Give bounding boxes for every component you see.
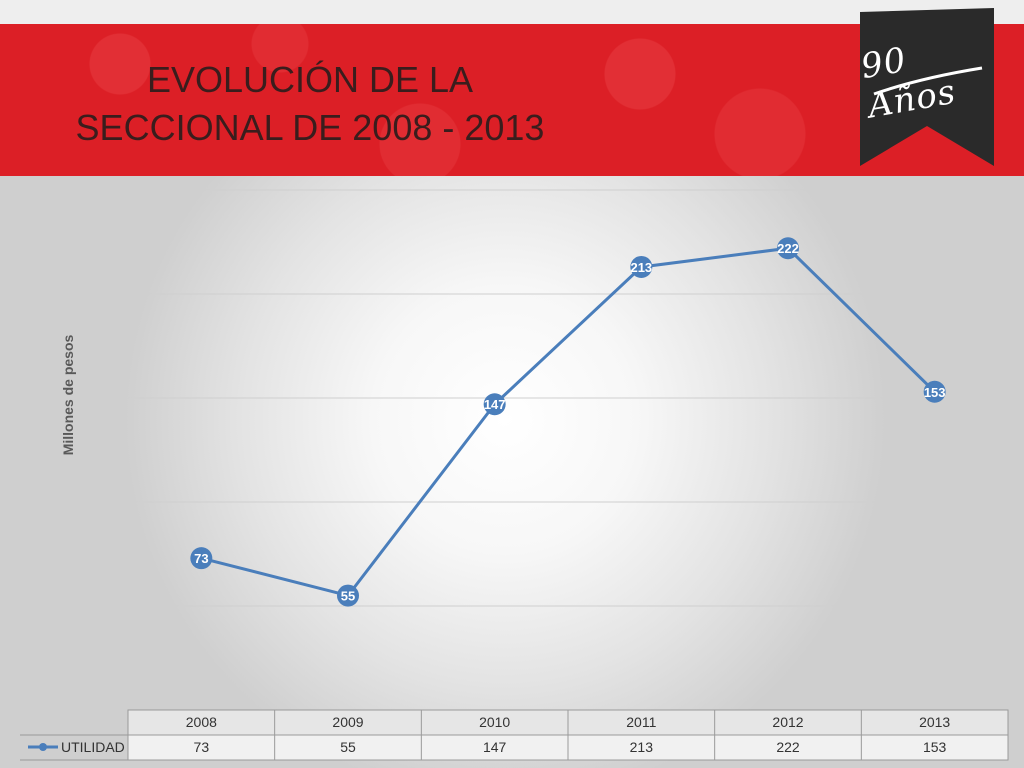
x-tick-label-2013: 2013: [919, 714, 950, 730]
chart-series: 73 55 147 213 222 153: [190, 237, 946, 607]
x-tick-label-2009: 2009: [332, 714, 363, 730]
data-label-2013: 153: [924, 385, 946, 400]
table-cell-2008: 73: [194, 739, 210, 755]
data-point-2009: [337, 584, 359, 607]
x-tick-label-2008: 2008: [186, 714, 217, 730]
data-table: 2008 73 2009 55 2010 147 2011 213 2012 222 2013 153…: [20, 709, 1009, 761]
top-strip: [0, 0, 1024, 24]
data-label-2009: 55: [341, 589, 355, 604]
legend-series-name: UTILIDAD: [61, 739, 125, 755]
x-tick-label-2012: 2012: [772, 714, 803, 730]
table-cell-2010: 147: [483, 739, 507, 755]
data-label-2011: 213: [630, 260, 652, 275]
logo-swoosh: [873, 66, 983, 96]
logo-ribbon: [860, 8, 994, 166]
table-cell-2009: 55: [340, 739, 356, 755]
data-label-2008: 73: [194, 551, 208, 566]
table-cell-2011: 213: [630, 739, 654, 755]
table-cell-2012: 222: [776, 739, 800, 755]
legend-marker-key: [39, 743, 47, 751]
title-banner: [0, 24, 1024, 176]
data-label-2010: 147: [484, 397, 506, 412]
data-point-2008: [190, 547, 213, 570]
table-cell-2013: 153: [923, 739, 947, 755]
data-point-2013: [923, 380, 946, 403]
x-tick-label-2011: 2011: [626, 714, 656, 730]
series-line-utilidad: [200, 246, 936, 598]
x-tick-label-2010: 2010: [479, 714, 510, 730]
slide-title: EVOLUCIÓN DE LA SECCIONAL DE 2008 - 2013: [75, 59, 545, 148]
chart-gridlines: [128, 189, 1008, 607]
y-axis-label: Millones de pesos: [60, 334, 76, 455]
data-point-2011: [630, 255, 653, 278]
anniversary-logo: [860, 8, 994, 166]
data-point-2010: [483, 393, 506, 416]
data-label-2012: 222: [777, 241, 799, 256]
data-point-2012: [777, 237, 799, 260]
